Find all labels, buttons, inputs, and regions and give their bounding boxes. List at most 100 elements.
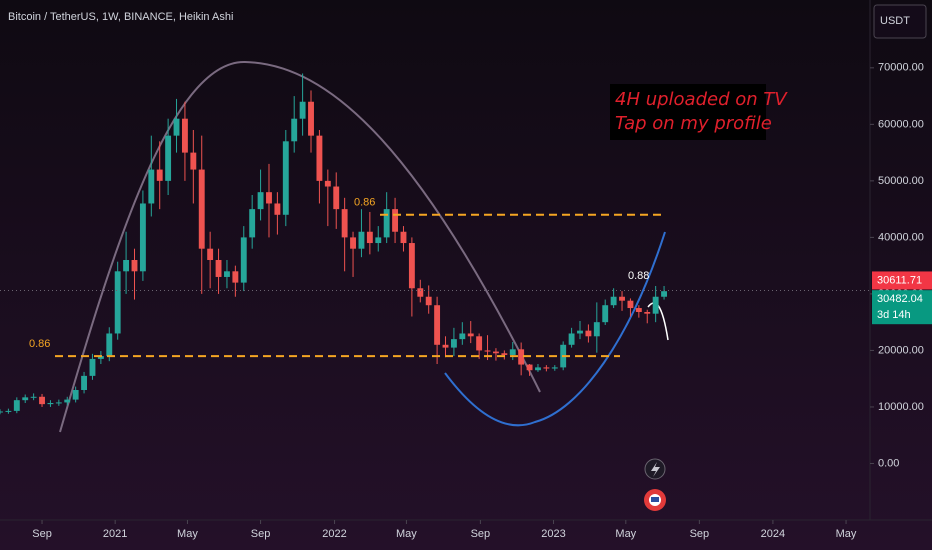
candle-body [417,288,424,297]
candle-body [207,248,214,260]
candle-body [72,390,79,400]
candle-body [81,375,87,390]
candle-body [661,291,667,297]
candle-body [551,367,558,369]
candle-body [635,308,642,312]
candle-body [30,396,37,398]
candle-body [5,410,12,412]
candle-body [366,231,373,244]
annotation: 4H uploaded on TV [615,89,788,110]
y-tick-label: 20000.00 [878,344,924,356]
candle-body [257,192,264,210]
countdown: 3d 14h [877,309,911,321]
candle-body [602,305,609,323]
candle-body [181,118,188,153]
x-tick-label: 2024 [761,528,785,540]
candle-body [383,209,390,238]
candle-body [324,180,331,187]
candle-body [459,333,466,340]
candle-body [106,333,113,357]
x-tick-label: May [177,528,198,540]
y-tick-label: 70000.00 [878,62,924,74]
level-label: 0.86 [354,197,375,209]
candle-body [484,350,491,352]
y-tick-label: 0.00 [878,457,899,469]
candle-body [249,209,256,238]
candle-body [568,333,575,345]
candle-body [291,118,298,142]
x-tick-label: Sep [690,528,710,540]
currency-box[interactable] [873,4,927,39]
candle-body [316,135,323,181]
candle-body [627,300,634,309]
event-icon[interactable] [651,497,659,502]
x-tick-label: May [396,528,417,540]
y-tick-label: 50000.00 [878,175,924,187]
candle-body [13,400,20,411]
candle-body [123,260,130,272]
candle-body [425,296,432,306]
x-tick-label: May [836,528,857,540]
candle-body [215,260,222,277]
candle-body [518,349,525,365]
candle-body [282,141,289,215]
y-tick-label: 60000.00 [878,118,924,130]
candle-body [232,271,239,283]
candle-body [535,367,541,371]
candle-body [47,403,54,405]
x-tick-label: 2023 [541,528,565,540]
candle-body [577,330,583,334]
candle-body [308,101,314,136]
candle-body [619,296,625,301]
candle-body [156,169,163,181]
candle-body [198,169,205,249]
candle-body [442,344,449,348]
end-label: 0.88 [628,270,649,282]
candle-body [358,231,365,249]
candle-body [350,237,356,249]
candle-body [408,243,415,289]
candle-body [501,353,508,355]
price-tag [872,271,932,290]
candle-body [644,312,651,314]
candle-body [190,152,197,170]
price-tag-label: 30482.04 [877,293,923,305]
candle-body [333,186,340,210]
candle-body [392,209,399,232]
candle-body [400,231,407,244]
annotation-box [610,84,766,140]
currency[interactable]: USDT [880,15,910,27]
candle-body [509,349,516,355]
candle-body [450,339,457,348]
alert-icon[interactable] [651,462,660,477]
candle-body [0,411,3,413]
candle-body [434,305,441,345]
x-tick-label: 2021 [103,528,127,540]
y-tick-label: 40000.00 [878,231,924,243]
chart-title: Bitcoin / TetherUS, 1W, BINANCE, Heikin … [8,11,233,23]
candle-body [114,271,121,334]
price-tag [872,290,932,325]
x-tick-label: Sep [471,528,491,540]
candle-body [299,101,306,119]
candle-body [610,296,617,306]
x-tick-label: May [615,528,636,540]
candle-body [543,367,550,369]
price-tag-label: 30611.71 [877,274,922,286]
x-tick-label: 2022 [322,528,346,540]
candle-body [22,397,29,401]
x-tick-label: Sep [251,528,271,540]
candle-body [593,322,600,337]
candle-body [585,330,592,337]
cup-drawing [444,231,666,427]
candle-body [148,169,155,204]
candle-body [131,260,138,272]
candle-body [266,192,272,204]
candle-body [375,237,382,244]
candle-body [274,203,281,215]
candle-body [173,118,180,136]
candle-body [224,271,230,277]
